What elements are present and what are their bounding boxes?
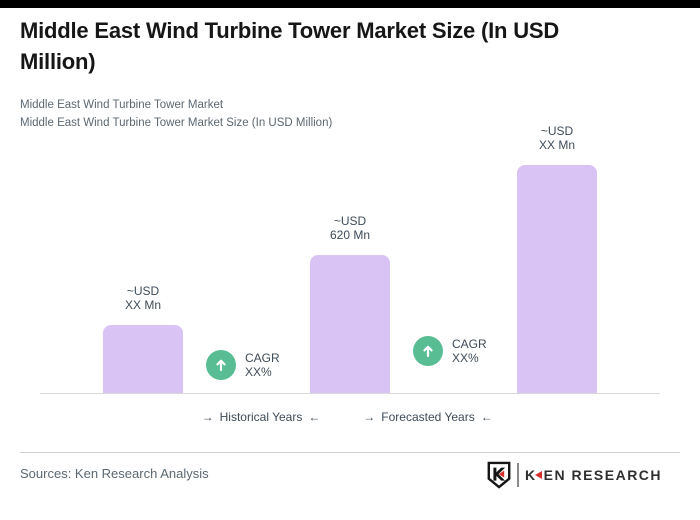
- cagr-label: CAGR XX%: [452, 337, 487, 365]
- bar-value-label: ~USD 620 Mn: [329, 214, 371, 242]
- right-arrow-icon: →: [201, 410, 214, 424]
- bar-value-label: ~USD XX Mn: [124, 284, 161, 312]
- chart-baseline: [40, 393, 660, 394]
- top-black-bar: [0, 0, 700, 8]
- subtitle-block: Middle East Wind Turbine Tower Market Mi…: [20, 96, 332, 132]
- footer-divider: [20, 452, 680, 453]
- axis-label-historical-years: → Historical Years ←: [151, 410, 371, 424]
- growth-up-arrow-icon: [413, 336, 443, 366]
- right-arrow-icon: →: [363, 410, 376, 424]
- logo-letter-k: K: [525, 467, 537, 483]
- page-title: Middle East Wind Turbine Tower Market Si…: [20, 18, 560, 74]
- subtitle-line-1: Middle East Wind Turbine Tower Market: [20, 99, 224, 111]
- logo-separator: [517, 463, 519, 487]
- cagr-label: CAGR XX%: [245, 351, 280, 379]
- axis-label-forecasted-years: → Forecasted Years ←: [318, 410, 538, 424]
- sources-text: Sources: Ken Research Analysis: [20, 466, 209, 481]
- ken-research-logo: K EN RESEARCH: [486, 460, 662, 490]
- bar-value-label: ~USD XX Mn: [538, 124, 575, 152]
- logo-wordmark: K EN RESEARCH: [525, 467, 662, 483]
- logo-text-rest: EN RESEARCH: [543, 467, 663, 483]
- subtitle-line-2: Middle East Wind Turbine Tower Market Si…: [20, 117, 333, 129]
- ken-research-badge-icon: [487, 461, 511, 489]
- left-arrow-icon: ←: [308, 410, 321, 424]
- bar-historical-end: [310, 255, 390, 394]
- bar-historical-start: [103, 325, 183, 394]
- bar-forecasted: [517, 165, 597, 394]
- growth-up-arrow-icon: [206, 350, 236, 380]
- left-arrow-icon: ←: [480, 410, 493, 424]
- red-triangle-icon: [534, 471, 542, 479]
